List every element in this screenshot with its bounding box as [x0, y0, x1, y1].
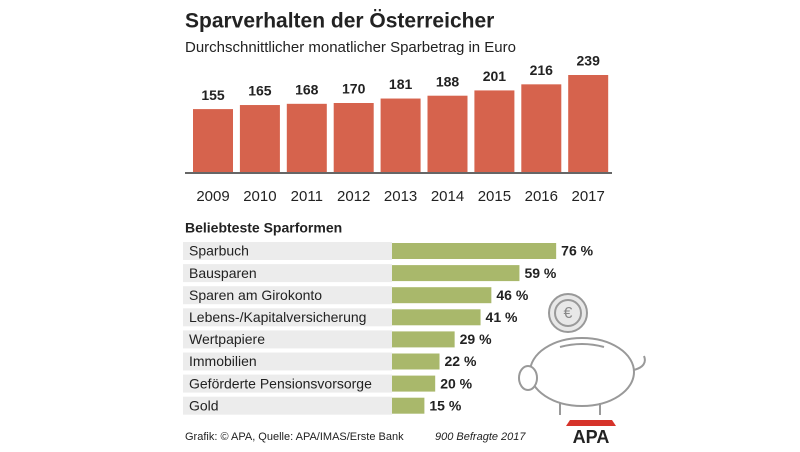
value-label: 46 % [496, 287, 528, 303]
value-label: 165 [248, 83, 272, 99]
bar [392, 331, 455, 348]
chart-subtitle: Durchschnittlicher monatlicher Sparbetra… [185, 39, 516, 56]
bar [392, 265, 520, 282]
bar [392, 397, 425, 414]
note: 900 Befragte 2017 [435, 431, 526, 443]
category-label: Gold [189, 397, 219, 413]
category-label: Sparbuch [189, 243, 249, 259]
category-label: Sparen am Girokonto [189, 287, 322, 303]
logo-accent [566, 420, 616, 426]
x-tick-label: 2011 [291, 188, 323, 205]
bar [392, 353, 440, 370]
svg-text:€: € [564, 305, 573, 322]
row-band [183, 242, 392, 260]
category-label: Bausparen [189, 265, 257, 281]
piggy-illustration: € [518, 293, 646, 415]
source: Grafik: © APA, Quelle: APA/IMAS/Erste Ba… [185, 431, 404, 443]
bar [392, 287, 492, 304]
logo: APA [573, 427, 610, 447]
row-band [183, 308, 392, 327]
x-tick-label: 2014 [431, 188, 464, 205]
value-label: 188 [436, 73, 460, 89]
bar [333, 103, 374, 172]
x-tick-label: 2012 [337, 188, 370, 205]
bar [427, 95, 468, 172]
bar [392, 375, 436, 392]
row-band [183, 374, 392, 393]
value-label: 181 [389, 76, 413, 92]
row-band [183, 352, 392, 371]
value-label: 15 % [429, 397, 461, 413]
value-label: 155 [201, 87, 225, 103]
x-tick-label: 2016 [525, 188, 558, 205]
category-label: Immobilien [189, 353, 257, 369]
value-label: 59 % [524, 265, 556, 281]
category-label: Wertpapiere [189, 331, 265, 347]
row-band [183, 264, 392, 283]
section-title: Beliebteste Sparformen [185, 220, 342, 236]
category-label: Geförderte Pensionsvorsorge [189, 375, 372, 391]
value-label: 239 [577, 53, 601, 69]
bar [392, 309, 481, 326]
bar [193, 109, 233, 172]
value-label: 216 [530, 62, 554, 78]
value-label: 41 % [486, 309, 518, 325]
bar [521, 84, 562, 172]
value-label: 22 % [445, 353, 477, 369]
bar [239, 105, 280, 172]
row-band [183, 396, 392, 415]
bar [392, 243, 557, 259]
value-label: 29 % [460, 331, 492, 347]
row-band [183, 286, 392, 305]
category-label: Lebens-/Kapitalversicherung [189, 309, 366, 325]
value-label: 76 % [561, 243, 593, 259]
bar [286, 103, 327, 172]
x-tick-label: 2010 [243, 188, 276, 205]
value-label: 20 % [440, 375, 472, 391]
bar [380, 98, 421, 172]
x-tick-label: 2017 [572, 188, 605, 205]
value-label: 168 [295, 82, 319, 98]
value-label: 170 [342, 81, 366, 97]
chart-title: Sparverhalten der Österreicher [185, 10, 494, 33]
value-label: 201 [483, 68, 507, 84]
bar [474, 90, 515, 172]
x-tick-label: 2013 [384, 188, 417, 205]
x-tick-label: 2009 [196, 188, 229, 205]
bar [568, 75, 609, 172]
row-band [183, 330, 392, 349]
x-tick-label: 2015 [478, 188, 511, 205]
